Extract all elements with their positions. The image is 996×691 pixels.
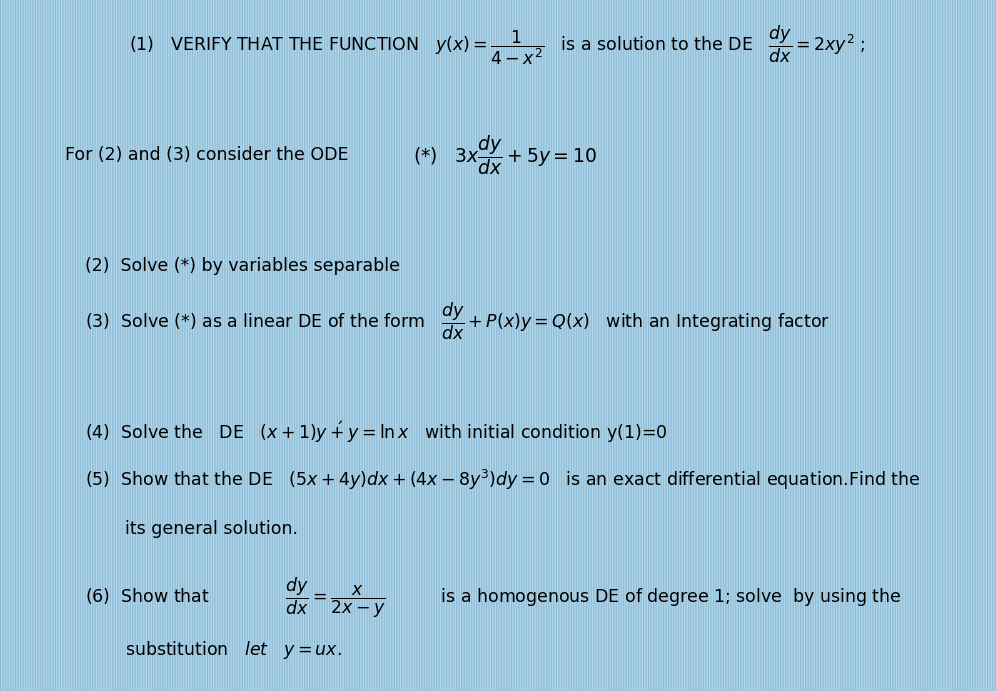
Text: substitution   $\mathit{let}$   $y = ux.$: substitution $\mathit{let}$ $y = ux.$ [124, 638, 342, 661]
Text: (6)  Show that              $\dfrac{dy}{dx} = \dfrac{x}{2x-y}$          is a hom: (6) Show that $\dfrac{dy}{dx} = \dfrac{x… [85, 576, 901, 620]
Text: (2)  Solve (*) by variables separable: (2) Solve (*) by variables separable [85, 257, 399, 275]
Text: (5)  Show that the DE   $(5x+4y)dx+(4x-8y^3)dy = 0$   is an exact differential e: (5) Show that the DE $(5x+4y)dx+(4x-8y^3… [85, 468, 920, 492]
Text: (1)   VERIFY THAT THE FUNCTION   $y(x) = \dfrac{1}{4-x^2}$   is a solution to th: (1) VERIFY THAT THE FUNCTION $y(x) = \df… [129, 23, 867, 66]
Text: (3)  Solve (*) as a linear DE of the form   $\dfrac{dy}{dx} + P(x)y = Q(x)$   wi: (3) Solve (*) as a linear DE of the form… [85, 301, 830, 342]
Text: (4)  Solve the   DE   $(x+1)y\'+y = \ln x$   with initial condition y(1)=0: (4) Solve the DE $(x+1)y\'+y = \ln x$ wi… [85, 419, 667, 445]
Text: For (2) and (3) consider the ODE: For (2) and (3) consider the ODE [65, 146, 349, 164]
Text: its general solution.: its general solution. [124, 520, 298, 538]
Text: $(*)$   $3x\dfrac{dy}{dx} + 5y = 10$: $(*)$ $3x\dfrac{dy}{dx} + 5y = 10$ [413, 133, 598, 178]
